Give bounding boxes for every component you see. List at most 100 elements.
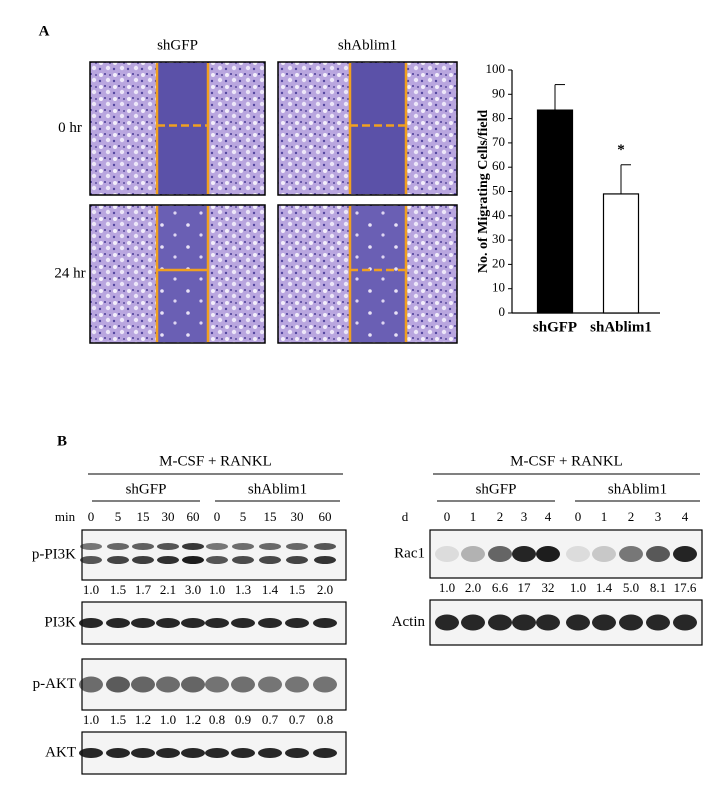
blot-name: Rac1 xyxy=(394,545,425,561)
band xyxy=(619,546,643,562)
band xyxy=(205,676,229,693)
quantification: 1.4 xyxy=(596,580,613,595)
band xyxy=(231,748,255,758)
column-label: shAblim1 xyxy=(338,37,397,53)
band xyxy=(79,676,103,693)
time: 2 xyxy=(628,509,635,524)
band xyxy=(131,676,155,693)
band xyxy=(132,556,154,564)
band xyxy=(106,748,130,758)
band xyxy=(259,556,281,564)
band xyxy=(592,614,616,631)
band xyxy=(79,618,103,628)
band xyxy=(285,618,309,628)
y-tick-label: 0 xyxy=(499,304,506,319)
band xyxy=(286,543,308,550)
time: 60 xyxy=(187,509,200,524)
band xyxy=(181,676,205,693)
bar xyxy=(602,193,640,314)
band xyxy=(258,676,282,693)
band xyxy=(488,614,512,631)
band xyxy=(461,614,485,631)
y-tick-label: 40 xyxy=(492,207,505,222)
band xyxy=(106,618,130,628)
time: 15 xyxy=(264,509,277,524)
y-tick-label: 70 xyxy=(492,134,505,149)
time: 5 xyxy=(240,509,247,524)
y-tick-label: 60 xyxy=(492,158,505,173)
time: 15 xyxy=(137,509,150,524)
band xyxy=(286,556,308,564)
quantification: 17.6 xyxy=(674,580,697,595)
y-tick-label: 20 xyxy=(492,255,505,270)
x-tick-label: shAblim1 xyxy=(590,319,652,335)
quantification: 1.3 xyxy=(235,582,251,597)
quantification: 5.0 xyxy=(623,580,639,595)
band xyxy=(566,614,590,631)
row-label: 24 hr xyxy=(54,265,85,281)
treatment: M-CSF + RANKL xyxy=(159,453,272,469)
time: 0 xyxy=(88,509,95,524)
band xyxy=(646,546,670,562)
time: 30 xyxy=(162,509,175,524)
band xyxy=(206,543,228,550)
band xyxy=(566,546,590,562)
band xyxy=(592,546,616,562)
time: 3 xyxy=(655,509,662,524)
quantification: 1.0 xyxy=(570,580,586,595)
quantification: 0.8 xyxy=(317,712,333,727)
quantification: 0.8 xyxy=(209,712,225,727)
time: 0 xyxy=(575,509,582,524)
band xyxy=(205,748,229,758)
time: 1 xyxy=(470,509,477,524)
panel-label: A xyxy=(39,23,50,39)
band xyxy=(314,556,336,564)
band xyxy=(313,618,337,628)
column-label: shGFP xyxy=(157,37,198,53)
wound-gap xyxy=(157,206,208,342)
y-tick-label: 80 xyxy=(492,110,505,125)
band xyxy=(205,618,229,628)
band xyxy=(258,748,282,758)
band xyxy=(488,546,512,562)
y-axis-label: No. of Migrating Cells/field xyxy=(476,110,491,274)
quantification: 1.0 xyxy=(83,712,99,727)
band xyxy=(156,748,180,758)
band xyxy=(313,676,337,693)
band xyxy=(156,618,180,628)
band xyxy=(536,546,560,562)
band xyxy=(181,618,205,628)
quantification: 1.5 xyxy=(110,712,126,727)
band xyxy=(132,543,154,550)
quantification: 2.1 xyxy=(160,582,176,597)
band xyxy=(157,543,179,550)
quantification: 1.7 xyxy=(135,582,152,597)
time: 2 xyxy=(497,509,504,524)
time: 4 xyxy=(682,509,689,524)
y-tick-label: 50 xyxy=(492,182,505,197)
y-tick-label: 10 xyxy=(492,280,505,295)
y-tick-label: 30 xyxy=(492,231,505,246)
time: 0 xyxy=(214,509,221,524)
band xyxy=(80,556,102,564)
quantification: 32 xyxy=(542,580,555,595)
band xyxy=(156,676,180,693)
wound-gap xyxy=(350,206,406,342)
band xyxy=(461,546,485,562)
band xyxy=(314,543,336,550)
time: 4 xyxy=(545,509,552,524)
band xyxy=(673,546,697,562)
treatment: M-CSF + RANKL xyxy=(510,453,623,469)
band xyxy=(313,748,337,758)
quantification: 1.2 xyxy=(135,712,151,727)
group-label: shGFP xyxy=(476,481,517,497)
group-label: shAblim1 xyxy=(248,481,307,497)
band xyxy=(231,618,255,628)
band xyxy=(259,543,281,550)
time: 5 xyxy=(115,509,122,524)
time: 0 xyxy=(444,509,451,524)
band xyxy=(182,556,204,564)
band xyxy=(131,618,155,628)
quantification: 0.7 xyxy=(262,712,279,727)
